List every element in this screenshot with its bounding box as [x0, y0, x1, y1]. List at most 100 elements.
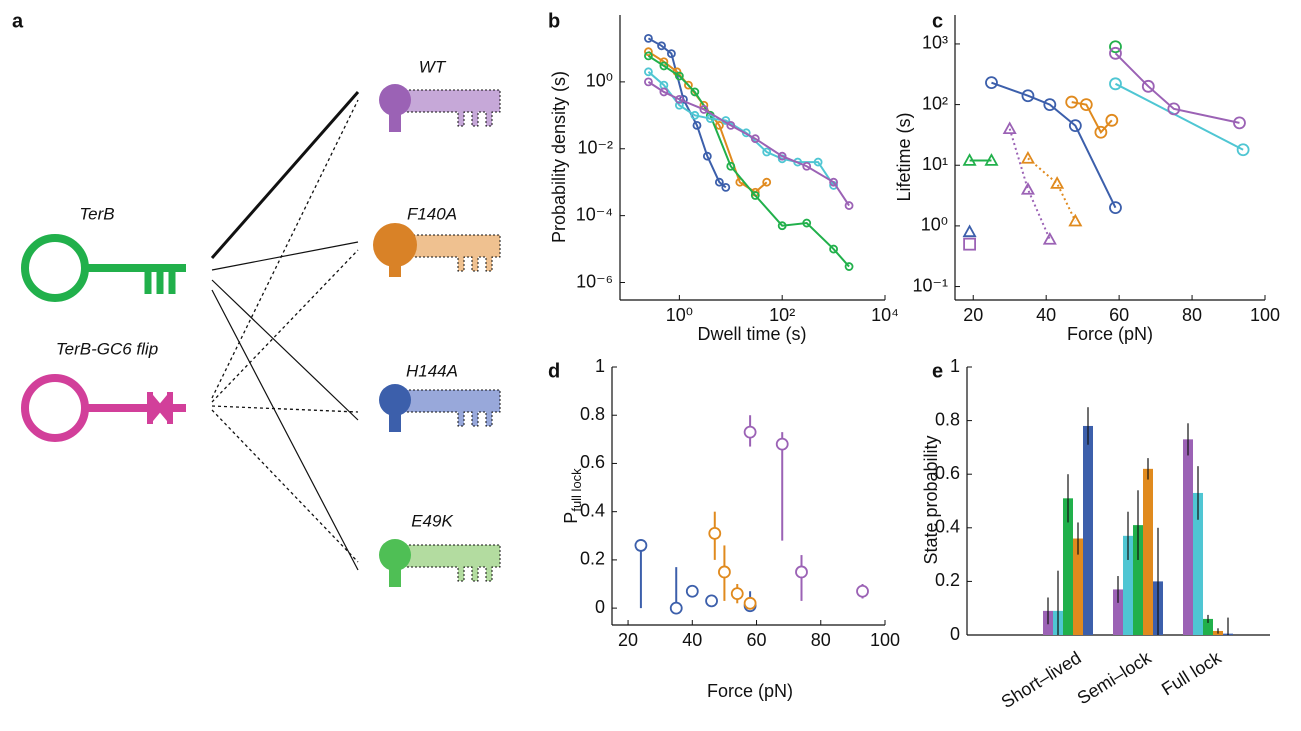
x-tick-label: 80 — [1182, 305, 1202, 325]
marker — [844, 262, 854, 271]
series-line — [991, 81, 1117, 209]
marker — [802, 218, 812, 228]
marker — [762, 177, 772, 187]
marker — [1068, 119, 1082, 133]
marker — [844, 201, 854, 210]
bar — [1123, 535, 1133, 635]
y-axis-label: Probability density (s) — [549, 71, 569, 243]
marker — [743, 596, 757, 610]
marker — [1079, 98, 1093, 111]
marker — [777, 151, 787, 161]
marker — [1042, 231, 1057, 245]
marker — [829, 177, 838, 187]
key-flip — [21, 374, 186, 442]
x-tick-label: 10² — [769, 305, 795, 325]
marker — [750, 134, 760, 144]
x-tick-label: Full lock — [1158, 647, 1225, 699]
series-line — [647, 71, 835, 186]
marker — [690, 87, 700, 97]
marker — [777, 221, 787, 231]
marker — [644, 33, 653, 43]
x-tick-label: 10⁴ — [871, 305, 899, 325]
marker — [795, 565, 808, 579]
marker — [634, 539, 648, 552]
y-tick-label: 10⁻² — [577, 138, 613, 158]
y-tick-label: 10⁻⁶ — [576, 271, 613, 291]
marker — [669, 601, 683, 615]
bar — [1113, 589, 1123, 635]
marker — [1021, 89, 1035, 103]
y-axis-label: State probability — [921, 435, 941, 564]
x-tick-label: 60 — [1109, 305, 1129, 325]
y-tick-label: 0.2 — [580, 549, 605, 569]
bar — [1063, 498, 1073, 635]
y-tick-label: 0 — [595, 597, 605, 617]
series-line — [647, 55, 850, 268]
y-tick-label: 0.2 — [935, 570, 960, 590]
key-head — [379, 539, 411, 571]
key-label: TerB-GC6 flip — [56, 339, 158, 358]
y-axis-label: Lifetime (s) — [894, 112, 914, 201]
marker — [1109, 201, 1122, 215]
marker — [702, 151, 712, 161]
marker — [1141, 79, 1155, 93]
marker — [1233, 116, 1246, 130]
marker — [705, 594, 718, 608]
key-terb — [21, 234, 186, 302]
bar — [1203, 618, 1213, 635]
y-axis-label: Pfull lock — [561, 468, 585, 524]
marker — [1094, 125, 1108, 139]
x-tick-label: Short–lived — [998, 647, 1085, 712]
key-label: H144A — [406, 361, 458, 380]
marker — [659, 87, 669, 97]
marker — [692, 120, 702, 130]
marker — [802, 161, 812, 171]
series-line — [1027, 157, 1077, 222]
x-tick-label: 40 — [1036, 305, 1056, 325]
x-tick-label: 100 — [1250, 305, 1280, 325]
y-label-sub: full lock — [569, 468, 584, 512]
y-tick-label: 0.8 — [935, 409, 960, 429]
marker — [829, 244, 838, 254]
marker — [714, 120, 724, 130]
marker — [963, 237, 976, 251]
marker — [1043, 98, 1057, 111]
marker — [684, 80, 693, 90]
marker — [730, 587, 744, 601]
key-stem — [389, 565, 401, 587]
y-tick-label: 0.8 — [580, 404, 605, 424]
marker — [775, 437, 789, 451]
series-line — [1071, 101, 1113, 134]
marker — [1020, 150, 1035, 164]
marker — [659, 61, 669, 71]
marker — [644, 51, 653, 61]
marker — [721, 182, 731, 192]
marker — [962, 153, 977, 166]
marker — [984, 153, 999, 166]
y-tick-label: 0.6 — [580, 452, 605, 472]
marker — [726, 161, 736, 171]
marker — [714, 177, 724, 187]
panel-letter: e — [932, 360, 943, 382]
marker — [1167, 102, 1181, 116]
marker — [1020, 182, 1035, 195]
marker — [674, 100, 684, 110]
x-tick-label: 20 — [963, 305, 983, 325]
marker — [762, 147, 772, 157]
y-tick-label: 0.6 — [935, 463, 960, 483]
x-axis-label: Dwell time (s) — [697, 324, 806, 344]
marker — [644, 67, 653, 77]
marker — [644, 77, 653, 87]
marker — [813, 157, 823, 167]
marker — [685, 584, 699, 598]
y-tick-label: 10⁰ — [921, 215, 948, 235]
y-tick-label: 10⁻⁴ — [576, 204, 613, 224]
key-head — [379, 84, 411, 116]
marker — [708, 526, 722, 540]
y-tick-label: 0 — [950, 624, 960, 644]
panel-letter: d — [548, 360, 560, 382]
marker — [1109, 77, 1122, 91]
x-axis-label: Force (pN) — [707, 681, 793, 701]
panel-letter: c — [932, 10, 943, 32]
series-line — [1114, 52, 1240, 124]
